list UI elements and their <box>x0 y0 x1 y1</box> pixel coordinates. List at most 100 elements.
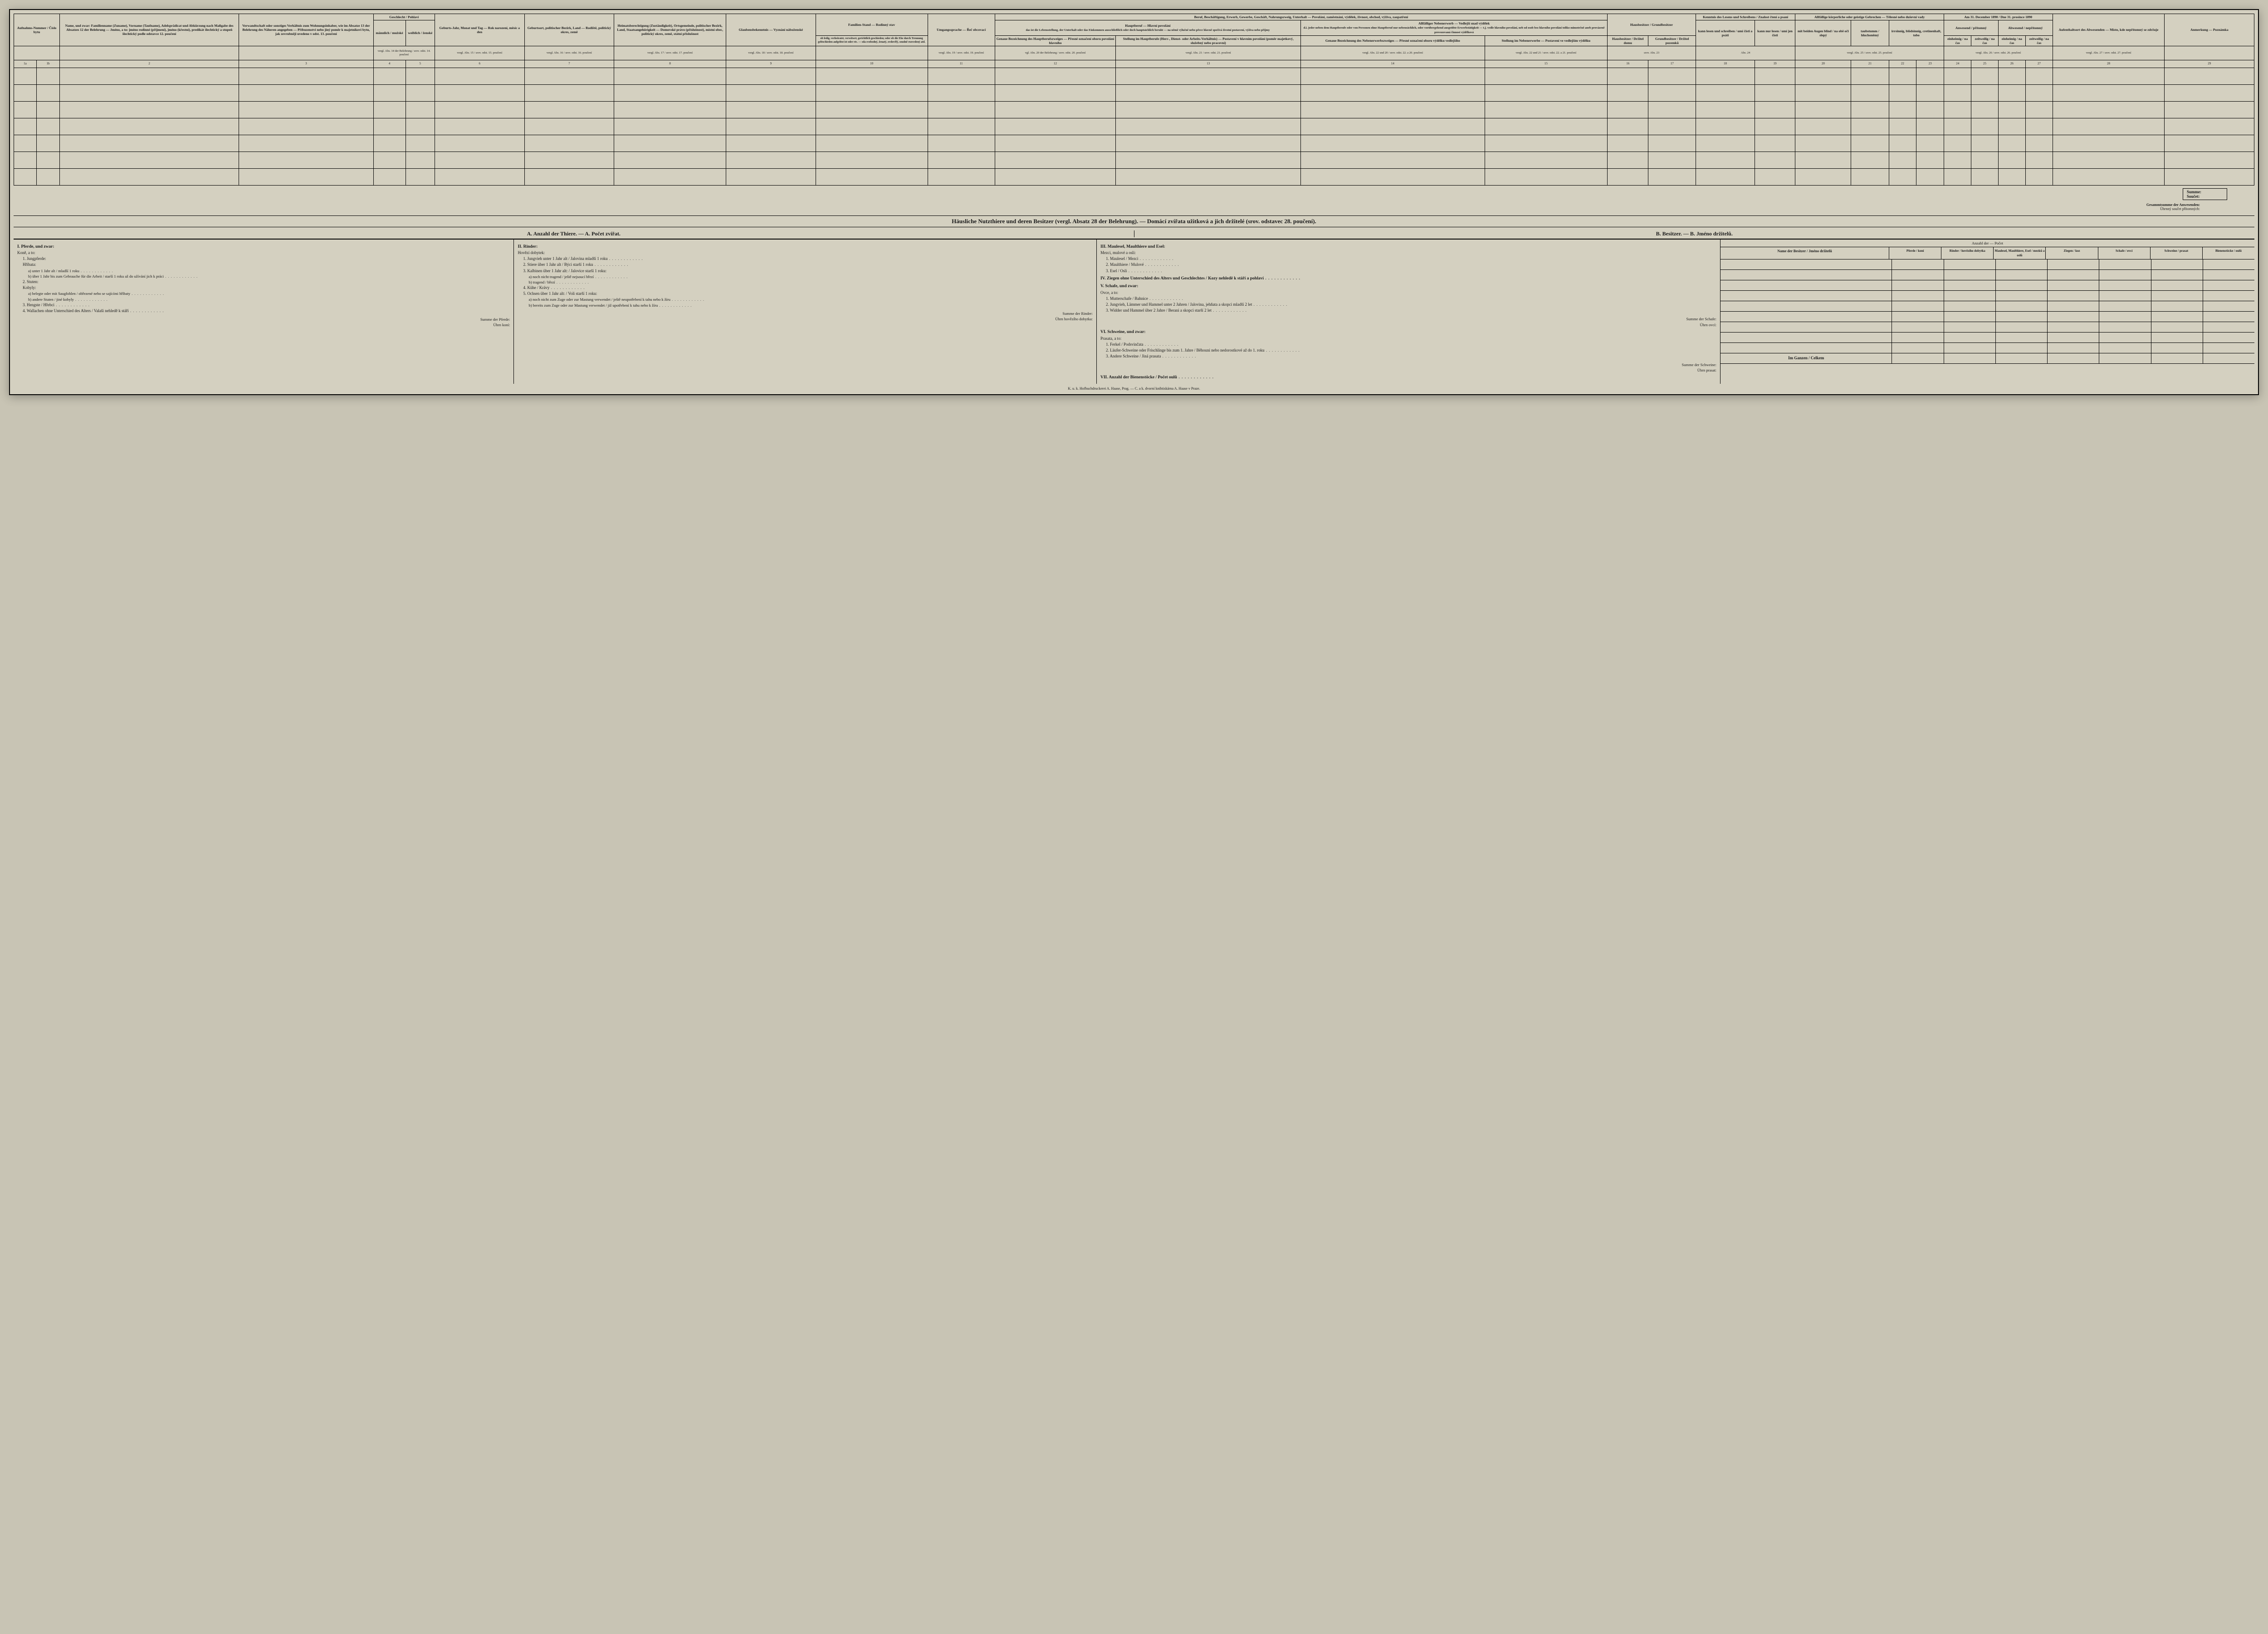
col-nur-lesen: kann nur lesen / umí jen čísti <box>1755 20 1795 46</box>
owner-rinder-col: Rinder / hovězího dobytka <box>1941 247 1994 259</box>
sum-rinder: Summe der Rinder: <box>1062 311 1093 316</box>
col-pferde: I. Pferde, und zwar: Koně, a to: 1. Jung… <box>14 240 514 384</box>
data-row <box>14 101 2254 118</box>
laufer: 2. Läufer-Schweine oder Frischlinge bis … <box>1106 347 1716 353</box>
owner-row <box>1721 291 2254 301</box>
data-row <box>14 168 2254 185</box>
jungvieh: 1. Jungvieh unter 1 Jahr alt / Jalovina … <box>523 256 1093 262</box>
owner-row <box>1721 280 2254 291</box>
esel: 3. Esel / Osli <box>1106 268 1716 274</box>
owner-esel-col: Maulesel, Maulthiere, Esel / mezků a osl… <box>1994 247 2046 259</box>
kuhe: 4. Kühe / Krávy <box>523 285 1093 291</box>
schafe-head: V. Schafe, und zwar: <box>1100 284 1716 290</box>
col-nebenstellung: Stellung im Nebenerwerbe — Postavení ve … <box>1485 35 1608 46</box>
owner-row <box>1721 301 2254 312</box>
reference-row: vergl. Abs. 14 der Belehrung / srov. ods… <box>14 46 2254 60</box>
col-geburtsort: Geburtsort, politischer Bezirk, Land — R… <box>524 14 614 46</box>
owner-pferde-col: Pferde / koní <box>1889 247 1941 259</box>
col-hausbesitzer: Hausbesitzer / Držitel domu <box>1608 35 1648 46</box>
col-taubstumm: taubstumm / hluchoněmý <box>1851 20 1889 46</box>
neben-desc: d.i. jeder neben dem Hauptberufe oder vo… <box>1304 26 1605 34</box>
kalbinen-a: a) noch nicht tragend / ještě nejsoucí b… <box>528 274 1093 279</box>
owner-row <box>1721 259 2254 270</box>
mutterschafe: 1. Mutterschafe / Bahnice <box>1106 296 1716 302</box>
col-irrsinnig: irrsinnig, blödsinnig, cretinenhaft, tob… <box>1889 20 1944 46</box>
kalbinen-b: b) tragend / březí <box>528 279 1093 285</box>
owner-schweine-col: Schweine / prasat <box>2151 247 2203 259</box>
col-nebenerwerb: Allfälliger Nebenerwerb — Vedlejší snad … <box>1301 20 1608 36</box>
col-abw-2: zeitweilig / na čas <box>2026 35 2053 46</box>
col-geschlecht: Geschlecht / Pohlaví <box>373 14 435 20</box>
owners-rows: Im Ganzen / Celkem <box>1721 259 2254 364</box>
owner-row <box>1721 333 2254 343</box>
col-umgangssprache: Umgangssprache — Řeč obcovací <box>928 14 995 46</box>
hengste: 3. Hengste / Hřebci <box>23 302 510 308</box>
owner-name-col: Name der Besitzer / Jméno držitelů <box>1721 247 1889 259</box>
stuten-a: a) belegte oder mit Saugfohlen / obřezen… <box>28 291 510 296</box>
owner-bienen-col: Bienenstöcke / oulů <box>2203 247 2254 259</box>
col-name: Name, und zwar: Familienname (Zuname), V… <box>60 14 239 46</box>
col-aufnahmsnummer: Aufnahms-Nummer / Číslo bytu <box>14 14 60 46</box>
col-anwesend: Anwesend / přítomný <box>1944 20 1998 36</box>
prasata-head: Prasata, a to: <box>1100 336 1716 342</box>
owner-row <box>1721 322 2254 333</box>
sum-prasat: Úhrn prasat: <box>1697 368 1716 372</box>
col-lesen-group: Kenntnis des Lesens und Schreibens / Zna… <box>1696 14 1795 20</box>
hauptberuf-desc: das ist die Lebensstellung, der Unterhal… <box>1026 29 1270 32</box>
col-rinder: II. Rinder: Hovězí dobytek: 1. Jungvieh … <box>514 240 1097 384</box>
data-row <box>14 84 2254 101</box>
soucet-label: Součet: <box>2187 194 2200 199</box>
jungpferde: 1. Jungpferde: <box>23 256 510 262</box>
sum-hovezi: Úhrn hovězího dobytka: <box>1055 317 1093 321</box>
col-nebenzweig: Genaue Bezeichnung des Nebenerwerbszweig… <box>1301 35 1485 46</box>
sub-a-title: A. Anzahl der Thiere. — A. Počet zvířat. <box>14 230 1134 237</box>
ochsen-a: a) noch nicht zum Zuge oder zur Mastung … <box>528 297 1093 302</box>
jungpferde-a: a) unter 1 Jahr alt / mladší 1 roku <box>28 268 510 274</box>
owner-total-row: Im Ganzen / Celkem <box>1721 353 2254 364</box>
printer-footer: K. u. k. Hofbuchdruckerei A. Haase, Prag… <box>14 386 2254 391</box>
widder: 3. Widder und Hammel über 2 Jahre / Bera… <box>1106 308 1716 313</box>
col-geburtsjahr: Geburts-Jahr, Monat und Tag — Rok naroze… <box>435 14 525 46</box>
data-row <box>14 68 2254 84</box>
kobyly: Kobyly: <box>23 285 510 291</box>
stiere: 2. Stiere über 1 Jahr alt / Býci starší … <box>523 262 1093 268</box>
schweine-head: VI. Schweine, und zwar: <box>1100 329 1716 336</box>
ovce-head: Ovce, a to: <box>1100 290 1716 296</box>
column-number-row: 1a 1b 2 3 4 5 6 7 8 9 10 11 12 13 14 15 … <box>14 60 2254 68</box>
pferde-head: I. Pferde, und zwar: <box>17 244 510 250</box>
andere-schweine: 3. Andere Schweine / Jiná prasata <box>1106 353 1716 359</box>
data-row <box>14 152 2254 168</box>
col-hauptzweig: Genaue Bezeichnung des Hauptberufszweige… <box>995 35 1116 46</box>
upper-census-table: Aufnahms-Nummer / Číslo bytu Name, und z… <box>14 14 2254 186</box>
col-blind: mit beiden Augen blind / na obě oči slep… <box>1795 20 1851 46</box>
col-weiblich: weiblich / ženské <box>406 20 435 46</box>
livestock-section: I. Pferde, und zwar: Koně, a to: 1. Jung… <box>14 239 2254 384</box>
col-abwesend: Abwesend / nepřítomný <box>1998 20 2053 36</box>
owner-schafe-col: Schafe / ovcí <box>2098 247 2151 259</box>
col-glauben: Glaubensbekenntnis — Vyznání náboženské <box>726 14 816 46</box>
sub-b-title: B. Besitzer. — B. Jméno držitelů. <box>1134 230 2255 237</box>
rinder-head: II. Rinder: <box>518 244 1093 250</box>
mezci-head: Mezci, mulové a osli: <box>1100 250 1716 256</box>
col-other-animals: III. Maulesel, Maulthiere und Esel: Mezc… <box>1097 240 1721 384</box>
gesamtsumme-line: Gesammtsumme der Anwesenden: Úhrnný souč… <box>14 203 2200 211</box>
col-verwandtschaft: Verwandtschaft oder sonstiges Verhältnis… <box>239 14 373 46</box>
owner-ziegen-col: Ziegen / koz <box>2046 247 2098 259</box>
col-mannlich: männlich / mužské <box>373 20 406 46</box>
ochsen: 5. Ochsen über 1 Jahr alt: / Voli starší… <box>523 291 1093 297</box>
col-beruf-group: Beruf, Beschäftigung, Erwerb, Gewerbe, G… <box>995 14 1607 20</box>
col-familienstand-head: Familien-Stand — Rodinný stav <box>816 14 928 36</box>
col-besitzer: Anzahl der — Počet Name der Besitzer / J… <box>1721 240 2254 384</box>
col-gebrechen-group: Allfällige körperliche oder geistige Geb… <box>1795 14 1944 20</box>
maulesel-head: III. Maulesel, Maulthiere und Esel: <box>1100 244 1716 250</box>
hribata: Hříbata: <box>23 262 510 268</box>
stuten: 2. Stuten: <box>23 279 510 285</box>
col-stellung: Stellung im Hauptberufe (Herr-, Dienst- … <box>1116 35 1301 46</box>
owner-row <box>1721 270 2254 280</box>
col-besitzer: Hausbesitzer / Grundbesitzer <box>1608 14 1696 36</box>
sum-schweine: Summe der Schweine: <box>1682 362 1716 367</box>
ochsen-b: b) bereits zum Zuge oder zur Mastung ver… <box>528 303 1093 308</box>
lammer: 2. Jungvieh, Lämmer und Hammel unter 2 J… <box>1106 302 1716 308</box>
sum-koni: Úhrn koní: <box>493 323 510 327</box>
sum-pferde: Summe der Pferde: <box>480 317 510 322</box>
